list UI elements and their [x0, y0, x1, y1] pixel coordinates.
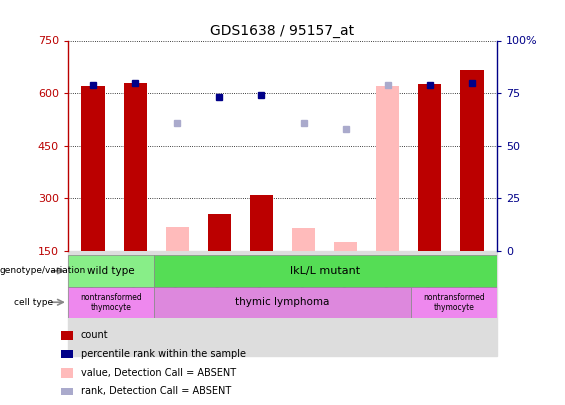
Text: count: count	[81, 330, 108, 340]
Text: nontransformed
thymocyte: nontransformed thymocyte	[423, 292, 485, 312]
Bar	[68, 287, 154, 318]
Text: lkL/L mutant: lkL/L mutant	[290, 266, 360, 276]
Bar	[68, 251, 497, 356]
Bar	[334, 242, 357, 251]
Bar	[418, 84, 441, 251]
Text: value, Detection Call = ABSENT: value, Detection Call = ABSENT	[81, 368, 236, 378]
Text: rank, Detection Call = ABSENT: rank, Detection Call = ABSENT	[81, 386, 231, 396]
Bar	[411, 287, 497, 318]
Text: percentile rank within the sample: percentile rank within the sample	[81, 349, 246, 359]
Bar	[124, 83, 147, 251]
Bar	[460, 70, 484, 251]
Text: thymic lymphoma: thymic lymphoma	[235, 297, 330, 307]
Bar	[61, 350, 73, 358]
Bar	[61, 369, 73, 378]
Title: GDS1638 / 95157_at: GDS1638 / 95157_at	[210, 24, 355, 38]
Bar	[81, 86, 105, 251]
Text: genotype/variation: genotype/variation	[0, 266, 86, 275]
Bar	[154, 287, 411, 318]
Bar	[61, 331, 73, 340]
Bar	[68, 255, 154, 287]
Bar	[250, 195, 273, 251]
Bar	[154, 255, 497, 287]
Bar	[208, 214, 231, 251]
Text: nontransformed
thymocyte: nontransformed thymocyte	[80, 292, 142, 312]
Text: wild type: wild type	[87, 266, 134, 276]
Bar	[166, 226, 189, 251]
Bar	[61, 388, 73, 395]
Bar	[292, 228, 315, 251]
Bar	[376, 86, 399, 251]
Text: cell type: cell type	[14, 298, 53, 307]
